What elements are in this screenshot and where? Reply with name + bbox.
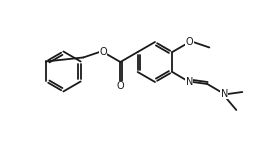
- Text: N: N: [186, 77, 193, 87]
- Text: N: N: [221, 89, 228, 99]
- Text: O: O: [99, 47, 107, 57]
- Text: O: O: [117, 81, 124, 91]
- Text: O: O: [186, 37, 193, 47]
